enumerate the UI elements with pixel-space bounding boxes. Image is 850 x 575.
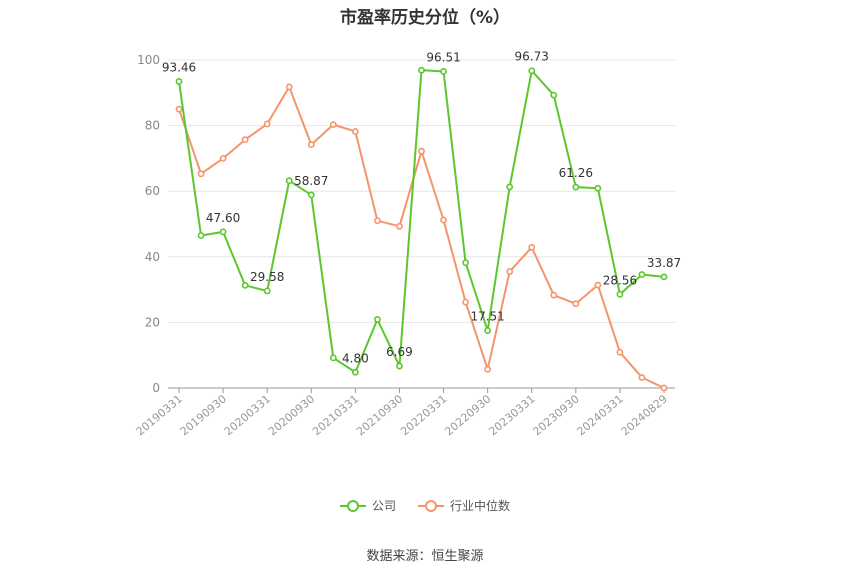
grid-lines xyxy=(168,59,675,323)
legend-label-company: 公司 xyxy=(371,499,396,513)
y-tick-label: 40 xyxy=(145,250,160,264)
data-point xyxy=(263,287,271,295)
data-point xyxy=(550,291,558,299)
data-point xyxy=(528,243,536,251)
legend-marker-company xyxy=(339,499,366,512)
series-line-industry-median xyxy=(178,85,665,389)
data-point xyxy=(175,105,183,113)
data-point xyxy=(660,273,668,281)
data-point xyxy=(572,183,580,191)
legend-marker-industry-median xyxy=(418,499,444,512)
x-tick-label: 20240331 xyxy=(575,392,626,438)
x-tick-label: 20200930 xyxy=(266,392,317,438)
series-layer xyxy=(175,66,668,392)
x-tick-label: 20190331 xyxy=(134,392,185,438)
y-tick-label: 20 xyxy=(145,315,160,329)
x-tick-label: 20230331 xyxy=(486,392,537,438)
series-line-company xyxy=(178,69,665,374)
x-tick-label: 20220930 xyxy=(442,392,493,438)
y-tick-label: 100 xyxy=(137,53,160,67)
data-point xyxy=(440,68,447,75)
data-point xyxy=(484,365,492,373)
data-label: 47.60 xyxy=(206,211,240,225)
legend-label-industry-median: 行业中位数 xyxy=(450,499,511,513)
data-point xyxy=(241,281,249,289)
data-point xyxy=(638,271,646,278)
data-point xyxy=(396,222,403,230)
data-label: 28.56 xyxy=(603,273,637,287)
data-point xyxy=(241,136,249,144)
data-label: 17.51 xyxy=(470,310,504,324)
data-point xyxy=(351,128,359,135)
legend-item-industry-median[interactable]: 行业中位数 xyxy=(418,497,510,514)
data-point xyxy=(418,66,425,74)
data-point xyxy=(329,121,337,129)
source-note: 数据来源：恒生聚源 xyxy=(366,549,484,564)
data-label: 29.58 xyxy=(250,270,284,284)
data-label: 96.73 xyxy=(515,50,549,64)
data-point xyxy=(418,147,425,155)
data-point xyxy=(506,268,514,275)
x-tick-label: 20210331 xyxy=(310,392,361,438)
data-point xyxy=(219,228,227,236)
data-point xyxy=(462,298,469,306)
x-tick-label: 20200331 xyxy=(222,392,273,438)
x-tick-label: 20220331 xyxy=(398,392,449,438)
data-label: 4.80 xyxy=(342,351,369,365)
data-point xyxy=(660,384,668,392)
legend-item-company[interactable]: 公司 xyxy=(339,497,396,514)
data-point xyxy=(572,300,580,308)
data-point xyxy=(616,290,624,298)
data-point xyxy=(307,191,315,199)
data-point xyxy=(197,232,205,239)
x-tick-label: 20240829 xyxy=(619,392,670,438)
data-label: 33.87 xyxy=(647,256,681,270)
chart-title: 市盈率历史分位（%） xyxy=(339,8,511,28)
x-tick-label: 20210930 xyxy=(354,392,405,438)
data-point xyxy=(594,281,602,289)
data-point xyxy=(219,154,227,162)
x-tick-label: 20190930 xyxy=(178,392,229,438)
data-label: 61.26 xyxy=(559,166,593,180)
x-tick-label: 20230930 xyxy=(530,392,581,438)
data-point xyxy=(506,183,514,191)
axes: 0 20 40 60 80 100 2019033120190930202003312020… xyxy=(134,53,675,438)
data-point xyxy=(175,78,183,85)
y-tick-label: 0 xyxy=(152,381,160,395)
data-label: 6.69 xyxy=(386,345,413,359)
data-label: 93.46 xyxy=(162,60,196,74)
data-point xyxy=(594,184,602,192)
data-point xyxy=(263,120,271,128)
legend: 公司 行业中位数 xyxy=(0,497,850,514)
data-point xyxy=(374,316,381,323)
y-tick-label: 60 xyxy=(145,184,160,198)
data-label: 58.87 xyxy=(294,174,328,188)
data-point xyxy=(440,216,447,224)
data-point xyxy=(616,348,624,356)
data-point xyxy=(462,259,469,267)
data-point xyxy=(374,217,381,225)
data-point xyxy=(285,83,293,91)
data-point xyxy=(351,368,359,376)
data-point xyxy=(307,141,315,149)
data-point xyxy=(484,327,492,334)
data-point xyxy=(285,177,293,185)
data-point xyxy=(550,91,558,99)
data-labels: 93.46 47.60 29.58 58.87 4.80 6.69 96.51 17.51 96… xyxy=(162,50,681,366)
data-point xyxy=(329,354,337,362)
y-tick-label: 80 xyxy=(145,119,160,133)
data-point xyxy=(638,374,646,381)
data-label: 96.51 xyxy=(426,50,460,64)
data-point xyxy=(528,67,536,75)
data-point xyxy=(396,362,403,370)
data-point xyxy=(197,170,205,178)
